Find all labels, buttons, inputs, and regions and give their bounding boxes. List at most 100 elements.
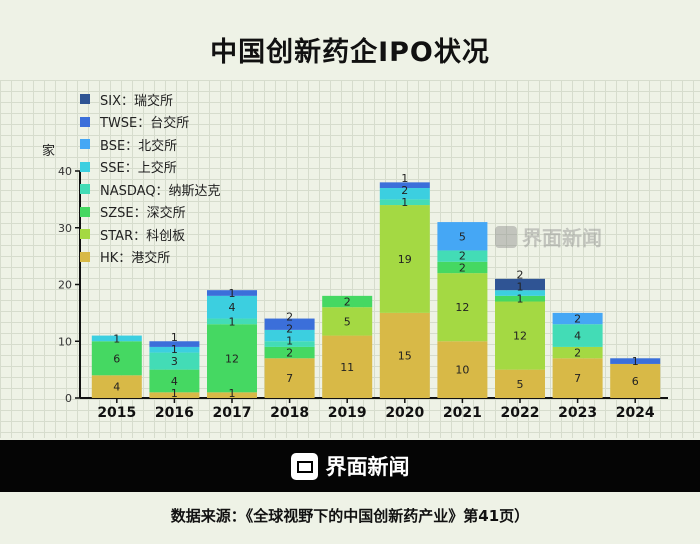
- legend-label: HK：港交所: [100, 251, 171, 267]
- bar-segment: [91, 341, 142, 376]
- data-label: 1: [517, 281, 524, 294]
- legend-label: STAR：科创板: [100, 228, 186, 244]
- bar-segment: [437, 273, 488, 342]
- legend-label: SSE：上交所: [100, 161, 177, 177]
- x-tick-label: 2017: [213, 405, 252, 421]
- bar-segment: [207, 392, 257, 398]
- data-label: 3: [171, 355, 178, 368]
- data-label: 2: [459, 249, 466, 262]
- watermark-text: 界面新闻: [522, 226, 602, 250]
- data-label: 1: [171, 331, 178, 344]
- data-label: 5: [517, 378, 524, 391]
- bar-segment: [207, 324, 257, 393]
- brand-name: 界面新闻: [325, 455, 410, 479]
- data-label: 1: [229, 287, 236, 300]
- bar-segment: [610, 358, 661, 364]
- data-label: 19: [398, 253, 412, 266]
- data-label: 6: [632, 375, 639, 388]
- data-label: 1: [286, 335, 293, 348]
- bar-segment: [264, 341, 315, 347]
- bar-segment: [149, 369, 200, 393]
- bar-segment: [379, 188, 430, 200]
- bar-segment: [207, 290, 257, 296]
- bar-segment: [264, 329, 315, 342]
- legend-label: NASDAQ：纳斯达克: [100, 183, 221, 199]
- legend-item: SZSE：深交所: [80, 201, 221, 224]
- bar-segment: [552, 346, 603, 359]
- data-label: 6: [113, 352, 120, 365]
- bar-segment: [264, 346, 315, 359]
- y-tick-label: 40: [58, 165, 72, 178]
- bar-segment: [322, 335, 373, 398]
- bar-segment: [207, 295, 257, 319]
- data-label: 2: [286, 311, 293, 324]
- bar-segment: [149, 341, 200, 347]
- data-label: 7: [574, 372, 581, 385]
- legend-label: BSE：北交所: [100, 138, 178, 154]
- x-tick-label: 2019: [328, 405, 367, 421]
- bar-segment: [437, 261, 488, 274]
- data-label: 10: [455, 364, 469, 377]
- data-label: 7: [286, 372, 293, 385]
- data-label: 12: [455, 301, 469, 314]
- bar-segment: [495, 295, 545, 302]
- bar-segment: [207, 318, 257, 325]
- y-tick-label: 30: [58, 222, 72, 235]
- bar-segment: [437, 222, 488, 251]
- legend-item: NASDAQ：纳斯达克: [80, 178, 221, 201]
- bar-segment: [379, 182, 430, 189]
- data-label: 2: [286, 323, 293, 336]
- legend-item: HK：港交所: [80, 246, 221, 269]
- bar-segment: [91, 335, 142, 342]
- legend-swatch: [80, 94, 90, 105]
- bar-segment: [495, 301, 545, 370]
- legend-swatch: [80, 229, 90, 240]
- legend-item: STAR：科创板: [80, 223, 221, 246]
- data-label: 2: [574, 347, 581, 360]
- bar-segment: [149, 352, 200, 370]
- legend-label: TWSE：台交所: [100, 116, 190, 132]
- legend-swatch: [80, 139, 90, 150]
- chart-title: 中国创新药企IPO状况: [210, 37, 490, 68]
- legend-item: BSE：北交所: [80, 133, 221, 156]
- data-label: 4: [171, 375, 178, 388]
- brand-logo-icon: [290, 452, 318, 480]
- legend-swatch: [80, 116, 90, 127]
- x-tick-label: 2022: [501, 405, 540, 421]
- data-label: 1: [113, 332, 120, 345]
- legend-item: SIX：瑞交所: [80, 88, 221, 111]
- watermark: 界面新闻: [495, 222, 602, 251]
- bar-segment: [437, 341, 488, 398]
- legend-swatch: [80, 161, 90, 172]
- data-label: 2: [574, 313, 581, 326]
- bar-segment: [149, 346, 200, 353]
- data-label: 12: [225, 352, 239, 365]
- bar-segment: [495, 369, 545, 398]
- data-label: 2: [459, 261, 466, 274]
- data-label: 4: [574, 330, 581, 343]
- data-label: 11: [340, 361, 354, 374]
- bar-segment: [149, 392, 200, 398]
- y-axis-label: 家: [42, 143, 55, 159]
- data-label: 4: [229, 301, 236, 314]
- x-tick-label: 2023: [558, 405, 597, 421]
- x-tick-label: 2018: [270, 405, 309, 421]
- data-label: 1: [229, 315, 236, 328]
- stacked-bar-chart: 家010203040201546120161431120171121412018…: [42, 143, 668, 421]
- bar-segment: [552, 324, 603, 347]
- bar-segment: [91, 375, 142, 398]
- watermark-logo-icon: [495, 225, 517, 248]
- data-label: 12: [513, 330, 527, 343]
- bar-segment: [552, 358, 603, 398]
- data-label: 1: [229, 387, 236, 400]
- y-tick-label: 0: [65, 392, 72, 405]
- bar-segment: [610, 363, 661, 398]
- y-tick-label: 10: [58, 335, 72, 348]
- data-label: 5: [459, 230, 466, 243]
- data-label: 2: [286, 347, 293, 360]
- bar-segment: [264, 318, 315, 330]
- legend-swatch: [80, 251, 90, 262]
- bar-segment: [322, 307, 373, 336]
- x-tick-label: 2024: [616, 405, 655, 421]
- legend-swatch: [80, 184, 90, 195]
